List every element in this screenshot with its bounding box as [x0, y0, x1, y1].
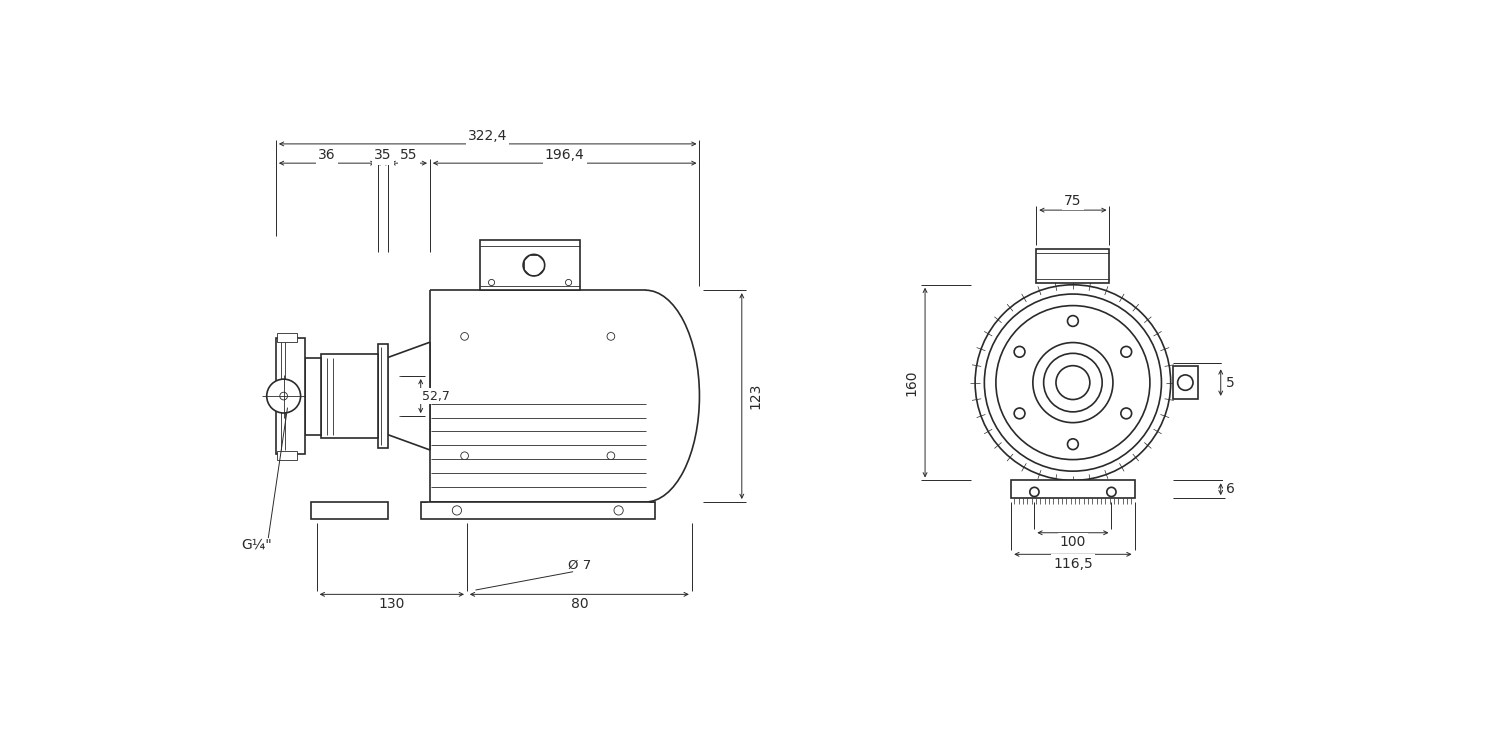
Text: 6: 6 [1226, 482, 1234, 496]
Text: 196,4: 196,4 [544, 148, 585, 163]
Bar [1036, 248, 1110, 284]
Circle shape [1014, 408, 1025, 419]
Text: 130: 130 [378, 596, 405, 610]
Circle shape [280, 392, 288, 400]
Text: Ø 7: Ø 7 [567, 559, 591, 572]
Text: 80: 80 [570, 596, 588, 610]
Bar [321, 354, 378, 439]
Circle shape [608, 332, 615, 340]
Text: 160: 160 [904, 369, 918, 396]
Circle shape [1120, 408, 1131, 419]
Text: 75: 75 [1064, 194, 1082, 208]
Circle shape [975, 285, 1170, 481]
Text: 116,5: 116,5 [1053, 556, 1094, 571]
Text: 55: 55 [400, 148, 417, 163]
Circle shape [1068, 439, 1078, 449]
Circle shape [524, 254, 544, 276]
Circle shape [1044, 353, 1102, 412]
Circle shape [1068, 316, 1078, 326]
Circle shape [460, 452, 468, 460]
Circle shape [1030, 488, 1039, 496]
Circle shape [996, 305, 1150, 460]
Text: 5: 5 [1226, 376, 1234, 389]
Circle shape [1107, 488, 1116, 496]
Circle shape [1120, 346, 1131, 357]
Bar [480, 240, 580, 290]
Circle shape [460, 332, 468, 340]
Circle shape [608, 452, 615, 460]
Circle shape [489, 280, 495, 286]
Bar [278, 451, 297, 460]
Text: G¼": G¼" [242, 537, 272, 551]
Text: 35: 35 [374, 148, 392, 163]
Circle shape [1056, 366, 1090, 400]
Text: 123: 123 [748, 383, 762, 410]
Text: 36: 36 [318, 148, 336, 163]
Bar [278, 333, 297, 342]
Circle shape [1014, 346, 1025, 357]
Text: 52,7: 52,7 [422, 389, 450, 403]
Bar [1011, 479, 1134, 498]
Circle shape [453, 506, 462, 515]
Bar [304, 358, 321, 434]
Bar [312, 502, 387, 519]
Circle shape [1034, 343, 1113, 423]
Text: 100: 100 [1059, 535, 1086, 549]
Circle shape [566, 280, 572, 286]
Bar [420, 502, 656, 519]
Polygon shape [387, 342, 430, 450]
Text: 322,4: 322,4 [468, 129, 507, 143]
Circle shape [614, 506, 622, 515]
Bar [1173, 367, 1197, 399]
Circle shape [984, 294, 1161, 471]
Bar [378, 344, 387, 448]
Circle shape [1178, 375, 1192, 390]
Bar [276, 338, 304, 454]
Circle shape [267, 380, 300, 413]
